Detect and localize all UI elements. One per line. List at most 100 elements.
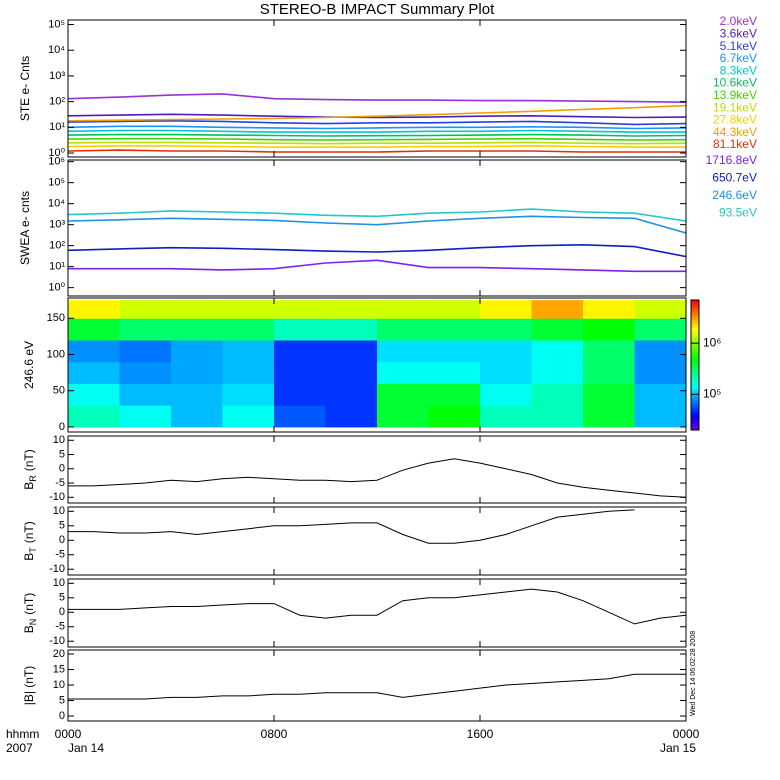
plot-area [68,509,635,544]
y-axis-label-text: SWEA e- cnts [18,191,32,265]
y-axis-label-text: |B| (nT) [22,666,36,706]
legend-entry: 81.1keV [713,137,757,151]
legend-entry: 650.7eV [712,171,757,185]
y-axis-label-text: B [22,553,36,561]
colorbar-step [691,341,699,344]
colorbar-step [691,362,699,366]
colorbar-step [691,373,699,377]
heatmap-cell [325,361,378,384]
y-tick-label: 0 [59,421,65,433]
y-tick-label: 10 [53,679,65,691]
y-axis-label: BT (nT) [22,521,38,561]
y-axis-label-unit: (nT) [22,449,36,471]
colorbar-step [691,339,699,342]
colorbar-step [691,395,699,398]
y-tick-label: -10 [49,635,65,647]
colorbar-step [691,302,699,305]
heatmap-cell [377,318,429,341]
y-tick-label: 10⁴ [48,44,65,56]
data-line [68,129,686,133]
colorbar-step [691,300,699,303]
colorbar-step [691,349,699,353]
colorbar-step [691,414,699,418]
colorbar-step [691,391,699,394]
y-tick-label: -10 [49,491,65,503]
colorbar-tick-label: 10⁵ [703,386,721,400]
heatmap-cell [480,340,532,363]
heatmap-cell [171,361,223,384]
panel-frame [67,578,687,648]
y-tick-label: -10 [49,563,65,575]
colorbar-step [691,406,699,409]
legend-entry: 3.6keV [720,26,757,40]
y-tick-label: 10⁴ [48,198,65,210]
colorbar-step [691,310,699,314]
data-line [68,243,686,258]
heatmap-cell [531,361,584,384]
y-tick-label: 10³ [49,70,65,82]
colorbar-step [691,313,699,316]
data-line [68,141,686,145]
heatmap-cell [274,340,326,363]
heatmap-cell [428,405,481,428]
plot-area [68,588,686,625]
y-axis-label-subscript: R [28,475,38,482]
heatmap-cell [274,300,326,319]
colorbar-step [691,384,699,388]
data-line [68,458,686,498]
y-axis-label: SWEA e- cnts [18,191,32,265]
panel-frame [67,19,687,158]
heatmap-cell [274,318,326,341]
heatmap-cell [583,340,635,363]
data-line [68,119,686,126]
legend-entry: 246.6eV [712,188,757,202]
plot-title: STEREO-B IMPACT Summary Plot [260,1,495,18]
heatmap-cell [583,405,635,428]
data-line [68,149,686,153]
heatmap-cell [274,361,326,384]
y-tick-label: 5 [59,694,65,706]
colorbar-step [691,410,699,414]
y-tick-label: 5 [59,448,65,460]
colorbar-step [691,367,699,370]
colorbar-step [691,386,699,390]
heatmap-cell [222,340,275,363]
data-line [68,259,686,273]
y-tick-label: 0 [59,463,65,475]
colorbar-step [691,382,699,385]
colorbar-step [691,308,699,312]
panel-frame [67,297,687,433]
heatmap-cell [531,300,584,319]
y-tick-label: 15 [53,663,65,675]
data-line [68,133,686,137]
y-axis-label: BR (nT) [22,449,38,490]
colorbar-step [691,358,699,362]
heatmap-cell [171,318,223,341]
y-axis-label: STE e- Cnts [18,56,32,121]
heatmap-cell [428,383,481,406]
colorbar-step [691,404,699,407]
heatmap-cell [222,383,275,406]
heatmap-cell [428,361,481,384]
colorbar-frame [690,299,700,431]
colorbar-step [691,336,699,340]
x-tick-label: 0000 [55,727,82,741]
heatmap-cell [274,405,326,428]
legend-entry: 27.8keV [713,113,757,127]
heatmap-cell [222,300,275,319]
y-tick-label: -5 [55,621,65,633]
heatmap-cell [480,405,532,428]
heatmap-cell [428,318,481,341]
y-tick-label: 10¹ [49,261,65,273]
data-line [68,208,686,222]
colorbar-step [691,319,699,323]
colorbar-step [691,330,699,333]
y-axis-label-text: 246.6 eV [22,341,36,389]
colorbar-step [691,365,699,368]
colorbar-step [691,401,699,405]
legend-entry: 13.9keV [713,88,757,102]
heatmap-cell [377,300,429,319]
heatmap-cell [634,340,686,363]
colorbar-step [691,352,699,355]
y-tick-label: 10⁵ [48,18,65,30]
